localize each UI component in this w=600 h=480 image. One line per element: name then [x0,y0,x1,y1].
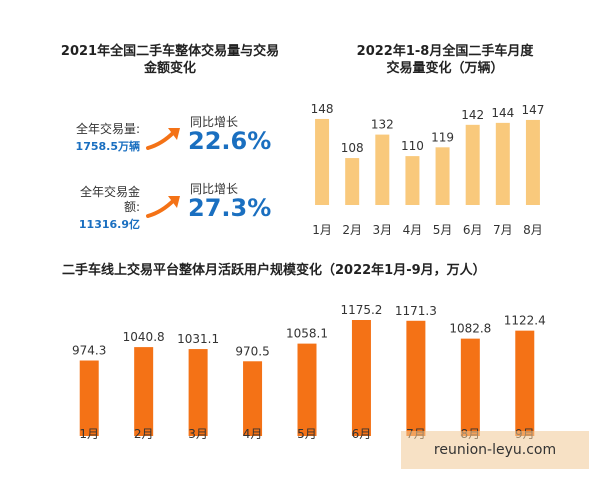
bar-value-label: 147 [521,103,544,117]
volume-growth-label: 同比增长 [190,115,239,129]
category-label: 2月 [342,223,362,237]
bar-value-label: 1175.2 [340,303,382,317]
left-title-line2: 金额变化 [143,61,196,76]
watermark-text: reunion-leyu.com [433,442,557,458]
bar-value-label: 119 [431,130,454,144]
right-title-line2: 交易量变化（万辆） [386,61,504,76]
category-label: 5月 [297,427,317,441]
bar-8月 [460,338,480,436]
bar-value-label: 148 [311,102,334,116]
bar-5月 [297,343,317,436]
bar-value-label: 1031.1 [177,332,219,346]
bar-value-label: 1058.1 [286,327,328,341]
category-label: 3月 [372,223,392,237]
bar-6月 [351,320,371,436]
volume-value: 1758.5万辆 [75,140,140,153]
category-label: 6月 [463,223,483,237]
bar-value-label: 970.5 [235,344,269,358]
right-title-line1: 2022年1-8月全国二手车月度 [356,44,534,59]
bar-2月 [345,158,360,205]
bar-value-label: 142 [461,108,484,122]
bar-8月 [525,119,540,205]
bar-4月 [405,156,420,205]
bar-4月 [243,361,263,436]
category-label: 4月 [243,427,263,441]
active-users-chart-title: 二手车线上交易平台整体月活跃用户规模变化（2022年1月-9月，万人） [62,263,486,278]
amount-label-line2: 额: [123,200,140,214]
bar-6月 [465,124,480,205]
bar-7月 [495,122,510,205]
bar-7月 [406,320,426,436]
monthly-volume-chart-title: 2022年1-8月全国二手车月度 交易量变化（万辆） [315,43,575,77]
category-label: 8月 [523,223,543,237]
category-label: 1月 [312,223,332,237]
volume-label: 全年交易量: [75,122,140,136]
bar-value-label: 132 [371,118,394,132]
bar-value-label: 1040.8 [123,330,165,344]
bar-value-label: 110 [401,139,424,153]
bar-9月 [515,330,535,436]
bar-2月 [134,347,154,436]
amount-value: 11316.9亿 [78,218,140,231]
volume-growth-arrow-icon [146,128,180,150]
bar-3月 [188,349,208,436]
bar-5月 [435,147,450,205]
volume-growth-value: 22.6% [188,127,272,155]
category-label: 5月 [433,223,453,237]
bar-value-label: 1082.8 [449,322,491,336]
category-label: 2月 [134,427,154,441]
bar-value-label: 108 [341,141,364,155]
left-title-line1: 2021年全国二手车整体交易量与交易 [60,44,280,59]
bar-1月 [79,360,99,436]
amount-growth-value: 27.3% [188,194,272,222]
bar-1月 [315,118,330,205]
bar-value-label: 974.3 [72,344,106,358]
bar-value-label: 1171.3 [395,304,437,318]
bar-3月 [375,134,390,205]
category-label: 6月 [352,427,372,441]
category-label: 3月 [188,427,208,441]
bar-value-label: 1122.4 [504,314,546,328]
left-panel-title: 2021年全国二手车整体交易量与交易 金额变化 [40,43,300,77]
watermark-background [401,431,589,469]
category-label: 7月 [493,223,513,237]
amount-label: 全年交易金 额: [60,185,140,215]
amount-growth-arrow-icon [146,196,180,218]
category-label: 4月 [403,223,423,237]
amount-growth-label: 同比增长 [190,182,239,196]
bar-value-label: 144 [491,106,514,120]
amount-label-line1: 全年交易金 [79,185,140,199]
category-label: 1月 [79,427,99,441]
